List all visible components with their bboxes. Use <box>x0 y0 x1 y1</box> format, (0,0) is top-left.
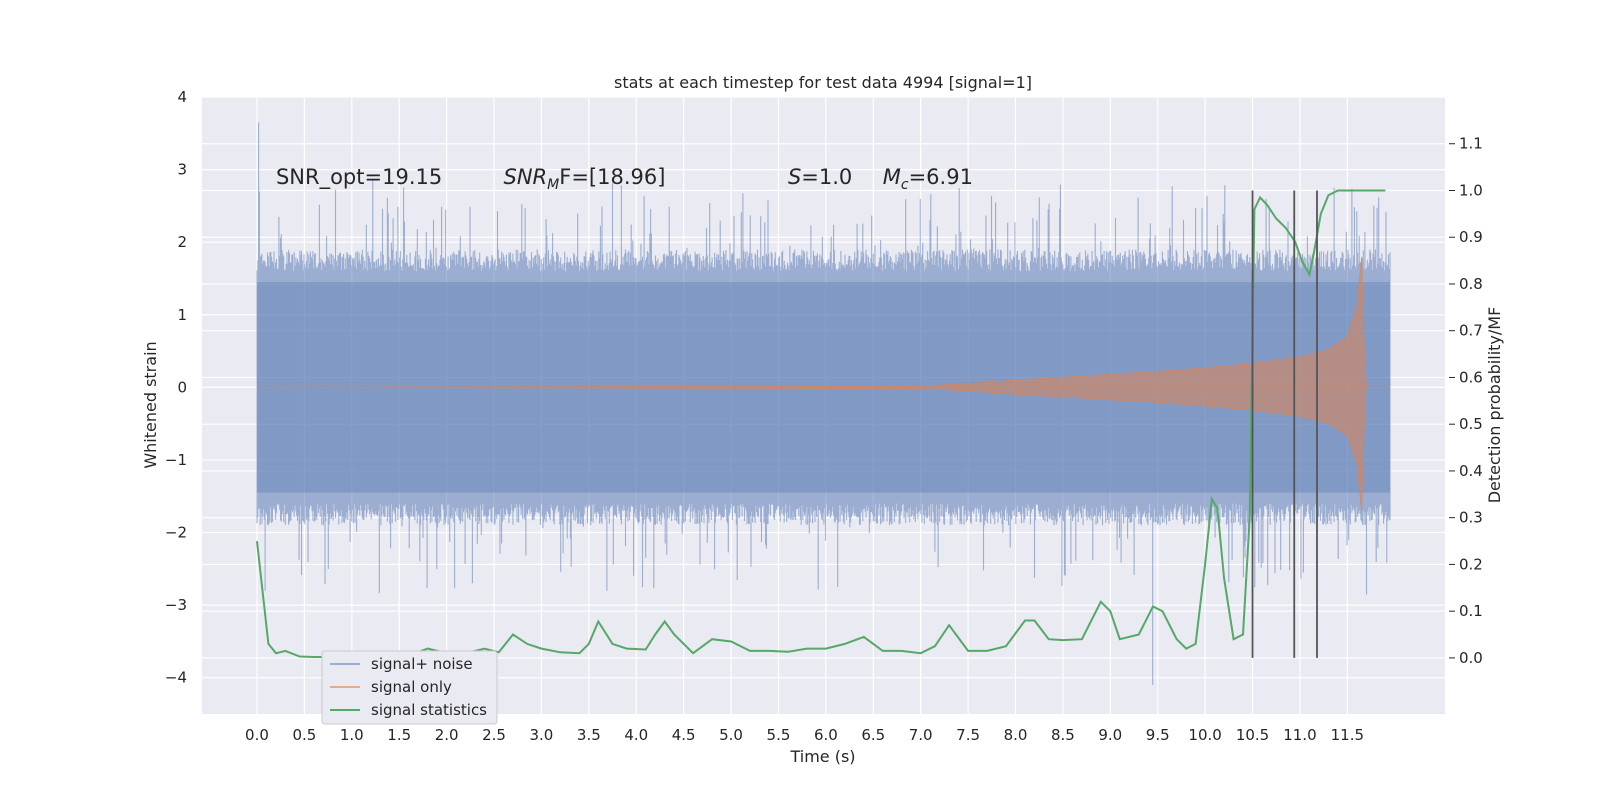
x-tick-label: 4.5 <box>672 726 696 744</box>
annotation-text: SNRMF=[18.96] <box>504 165 666 193</box>
y2-tick-label: 0.0 <box>1459 649 1483 667</box>
x-tick-label: 10.5 <box>1236 726 1269 744</box>
y2-tick-label: 1.0 <box>1459 181 1483 199</box>
x-tick-label: 7.5 <box>956 726 980 744</box>
x-tick-label: 0.0 <box>245 726 269 744</box>
y-tick-label: 3 <box>177 161 187 179</box>
x-tick-label: 5.5 <box>767 726 791 744</box>
y2-tick-label: 0.5 <box>1459 415 1483 433</box>
y2-tick-label: 0.3 <box>1459 509 1483 527</box>
x-tick-label: 5.0 <box>719 726 743 744</box>
annotation-text: S=1.0 <box>788 165 852 189</box>
series-signal-only <box>256 256 1390 512</box>
y-tick-label: 1 <box>177 306 187 324</box>
legend-label-signal-statistics: signal statistics <box>371 701 487 719</box>
x-tick-label: 9.5 <box>1146 726 1170 744</box>
annotation-text: SNR_opt=19.15 <box>276 165 442 190</box>
annotation-subscript: M <box>547 177 559 193</box>
legend-label-signal-only: signal only <box>371 678 452 696</box>
y2-tick-label: 0.6 <box>1459 368 1483 386</box>
y2-tick-label: 0.7 <box>1459 322 1483 340</box>
y2-tick-label: 1.1 <box>1459 135 1483 153</box>
y2-tick-label: 0.4 <box>1459 462 1483 480</box>
annotation-main: SNR <box>504 165 548 189</box>
x-tick-label: 8.5 <box>1051 726 1075 744</box>
x-tick-label: 3.0 <box>530 726 554 744</box>
legend: signal+ noise signal only signal statist… <box>321 650 498 725</box>
y-tick-label: 2 <box>177 233 187 251</box>
x-tick-label: 8.0 <box>1004 726 1028 744</box>
annotation-main: S <box>788 165 801 189</box>
x-tick-label: 2.0 <box>435 726 459 744</box>
x-tick-labels: 0.0 0.5 1.0 1.5 2.0 2.5 3.0 3.5 4.0 4.5 5.0 5.5 6.0 6… <box>245 726 1364 744</box>
x-tick-label: 9.0 <box>1098 726 1122 744</box>
x-tick-label: 11.0 <box>1283 726 1316 744</box>
annotation-subscript: c <box>901 177 909 193</box>
annotations: SNR_opt=19.15 SNRMF=[18.96] S=1.0 Mc=6.91 <box>276 165 973 193</box>
annotation-text: Mc=6.91 <box>883 165 973 193</box>
y-tick-label: −4 <box>165 669 187 687</box>
annotation-tail: =6.91 <box>909 165 973 189</box>
x-tick-label: 2.5 <box>482 726 506 744</box>
x-tick-label: 4.0 <box>624 726 648 744</box>
y-tick-labels: −4 −3 −2 −1 0 1 2 3 4 <box>165 88 187 687</box>
y2-axis-label: Detection probability/MF <box>1485 307 1504 504</box>
x-tick-label: 0.5 <box>292 726 316 744</box>
legend-box <box>321 650 498 725</box>
x-axis-label: Time (s) <box>789 747 855 766</box>
y-tick-label: −3 <box>165 596 187 614</box>
annotation-tail: =1.0 <box>801 165 852 189</box>
y2-tick-labels: 0.0 0.1 0.2 0.3 0.4 0.5 0.6 0.7 0.8 0.9 1.0 1.1 <box>1459 135 1483 667</box>
x-tick-label: 11.5 <box>1331 726 1364 744</box>
y-tick-label: −2 <box>165 524 187 542</box>
x-tick-label: 10.0 <box>1188 726 1221 744</box>
y2-tick-label: 0.9 <box>1459 228 1483 246</box>
x-tick-label: 1.5 <box>387 726 411 744</box>
series-signal-statistics <box>256 189 1386 658</box>
y-tick-label: 0 <box>177 378 187 396</box>
series-layer <box>256 122 1391 685</box>
legend-label-signal-noise: signal+ noise <box>371 655 473 673</box>
y-axis-label: Whitened strain <box>141 341 160 468</box>
x-tick-label: 6.0 <box>814 726 838 744</box>
marker-lines <box>1251 190 1318 658</box>
x-tick-label: 6.5 <box>861 726 885 744</box>
x-tick-label: 1.0 <box>340 726 364 744</box>
chart-title: stats at each timestep for test data 499… <box>614 73 1032 92</box>
annotation-tail: F=[18.96] <box>559 165 665 189</box>
y-tick-label: −1 <box>165 451 187 469</box>
y-tick-label: 4 <box>177 88 187 106</box>
annotation-main: M <box>883 165 901 189</box>
y2-tick-label: 0.8 <box>1459 275 1483 293</box>
x-tick-label: 7.0 <box>909 726 933 744</box>
annotation-main: SNR_opt=19.15 <box>276 165 442 190</box>
y2-tick-label: 0.2 <box>1459 555 1483 573</box>
y2-tick-label: 0.1 <box>1459 602 1483 620</box>
x-tick-label: 3.5 <box>577 726 601 744</box>
